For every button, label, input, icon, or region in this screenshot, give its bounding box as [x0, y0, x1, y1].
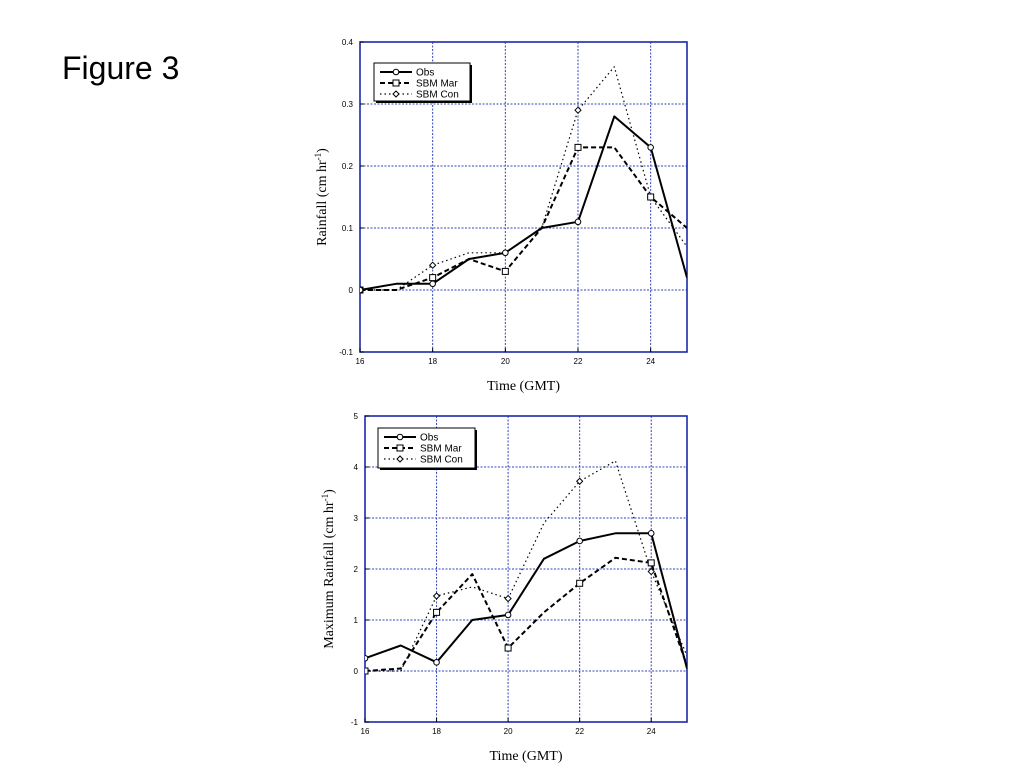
legend-label: SBM Con — [416, 90, 459, 101]
legend-label: Obs — [420, 433, 438, 444]
legend-label: SBM Mar — [420, 444, 462, 455]
y-tick-label: 4 — [354, 463, 359, 472]
y-tick-label: 0 — [349, 286, 354, 295]
data-point-marker — [502, 249, 509, 257]
y-tick-label: 1 — [354, 616, 359, 625]
data-point-marker — [429, 274, 437, 282]
series-line — [365, 460, 687, 672]
y-axis-label: Rainfall (cm hr-1) — [313, 148, 330, 246]
series-line — [365, 532, 687, 669]
x-tick-label: 20 — [504, 727, 513, 736]
y-tick-label: 0.2 — [342, 162, 354, 171]
x-tick-label: 24 — [646, 357, 655, 366]
y-tick-label: 3 — [354, 514, 359, 523]
x-axis-label: Time (GMT) — [487, 379, 560, 394]
y-tick-label: 5 — [354, 412, 359, 421]
x-tick-label: 18 — [428, 357, 437, 366]
data-point-marker — [504, 611, 512, 619]
y-tick-label: -0.1 — [339, 348, 353, 357]
data-point-marker — [501, 267, 509, 275]
data-point-marker — [575, 477, 584, 485]
series-obs — [360, 115, 687, 294]
plot-frame — [359, 41, 688, 353]
legend-label: SBM Mar — [416, 79, 458, 90]
data-point-marker — [576, 579, 584, 587]
y-tick-label: 0.1 — [342, 224, 354, 233]
x-tick-label: 20 — [501, 357, 510, 366]
series-sbm-con — [365, 460, 687, 675]
legend-marker — [392, 68, 400, 76]
x-tick-label: 22 — [574, 357, 583, 366]
series-obs — [365, 530, 687, 669]
series-sbm-mar — [360, 143, 687, 294]
series-line — [360, 115, 687, 291]
data-point-marker — [365, 654, 369, 662]
legend-label: Obs — [416, 68, 434, 79]
data-point-marker — [574, 218, 582, 226]
chart-2: 16 18 20 22 24 -1 0 1 2 3 4 5 Time (GMT) Maximum Rain… — [320, 412, 688, 764]
data-point-marker — [647, 193, 655, 201]
data-point-marker — [647, 530, 655, 537]
x-tick-label: 24 — [647, 727, 656, 736]
y-tick-label: -1 — [351, 718, 359, 727]
legend-label: SBM Con — [420, 455, 463, 466]
data-point-marker — [428, 261, 437, 269]
y-tick-label: 0 — [354, 667, 359, 676]
x-tick-label: 18 — [432, 727, 441, 736]
data-point-marker — [429, 280, 436, 288]
data-point-marker — [360, 286, 364, 294]
data-point-marker — [576, 537, 583, 545]
x-tick-label: 16 — [356, 357, 365, 366]
data-point-marker — [432, 592, 441, 600]
y-tick-label: 0.3 — [342, 100, 354, 109]
data-point-marker — [574, 143, 582, 151]
data-point-marker — [433, 608, 441, 616]
y-tick-label: 2 — [354, 565, 359, 574]
figure-title: Figure 3 — [62, 50, 180, 86]
legend-marker — [392, 90, 400, 98]
series-line — [365, 556, 687, 672]
y-tick-label: 0.4 — [342, 38, 354, 47]
data-point-marker — [504, 594, 512, 603]
data-point-marker — [504, 644, 512, 652]
data-point-marker — [647, 559, 655, 567]
legend-marker — [396, 433, 404, 441]
chart-1: 16 18 20 22 24 -0.1 0 0.1 0.2 0.3 0.4 Time (GMT) Rai… — [313, 38, 688, 394]
legend-marker — [396, 444, 404, 452]
legend-marker — [396, 455, 404, 463]
legend-marker — [392, 79, 400, 87]
data-point-marker — [365, 667, 369, 675]
x-tick-label: 22 — [575, 727, 584, 736]
x-axis-label: Time (GMT) — [490, 749, 563, 764]
data-point-marker — [433, 659, 440, 666]
series-sbm-mar — [365, 556, 687, 675]
data-point-marker — [574, 106, 582, 114]
y-axis-label: Maximum Rainfall (cm hr-1) — [320, 489, 337, 649]
data-point-marker — [647, 144, 654, 151]
series-line — [360, 146, 687, 291]
x-tick-label: 16 — [361, 727, 370, 736]
